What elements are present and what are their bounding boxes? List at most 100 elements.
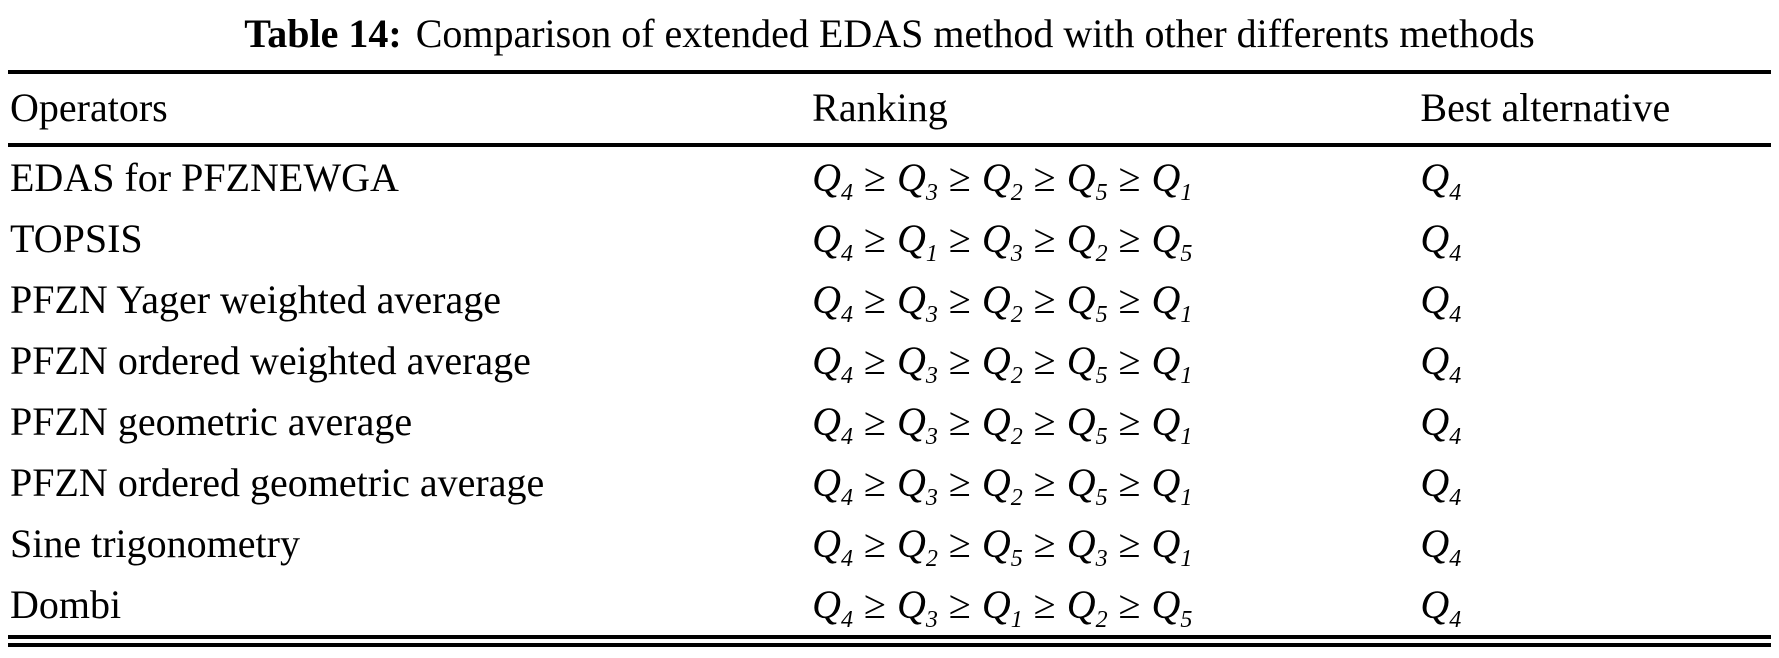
alternative-symbol: Q3 xyxy=(897,155,938,206)
geq-symbol: ≥ xyxy=(864,521,886,566)
ranking-cell: Q4 ≥ Q3 ≥ Q2 ≥ Q5 ≥ Q1 xyxy=(810,269,1418,330)
geq-symbol: ≥ xyxy=(1118,277,1141,322)
table-body: EDAS for PFZNEWGA Q4 ≥ Q3 ≥ Q2 ≥ Q5 ≥ Q1 Q4 TOPSIS Q… xyxy=(8,145,1771,641)
ranking-cell: Q4 ≥ Q2 ≥ Q5 ≥ Q3 ≥ Q1 xyxy=(810,513,1418,574)
alternative-symbol: Q4 xyxy=(1420,460,1462,511)
geq-symbol: ≥ xyxy=(1033,216,1056,261)
alternative-symbol: Q4 xyxy=(1420,277,1462,328)
alternative-symbol: Q4 xyxy=(812,155,854,206)
operator-cell: Sine trigonometry xyxy=(10,521,300,566)
geq-symbol: ≥ xyxy=(948,399,971,444)
operator-cell: TOPSIS xyxy=(10,216,143,261)
alternative-symbol: Q1 xyxy=(1151,521,1193,572)
alternative-symbol: Q4 xyxy=(812,338,854,389)
best-alternative-cell: Q4 xyxy=(1418,330,1771,391)
alternative-symbol: Q5 xyxy=(1066,155,1108,206)
alternative-symbol: Q4 xyxy=(1420,399,1462,450)
ranking-cell: Q4 ≥ Q3 ≥ Q2 ≥ Q5 ≥ Q1 xyxy=(810,452,1418,513)
alternative-symbol: Q2 xyxy=(1066,216,1108,267)
operator-cell: PFZN ordered weighted average xyxy=(10,338,531,383)
alternative-symbol: Q4 xyxy=(812,277,854,328)
table-row: PFZN ordered geometric average Q4 ≥ Q3 ≥ Q2 ≥ Q… xyxy=(8,452,1771,513)
alternative-symbol: Q4 xyxy=(812,399,854,450)
best-alternative-cell: Q4 xyxy=(1418,145,1771,208)
ranking-cell: Q4 ≥ Q3 ≥ Q1 ≥ Q2 ≥ Q5 xyxy=(810,574,1418,641)
geq-symbol: ≥ xyxy=(948,582,971,627)
alternative-symbol: Q5 xyxy=(1066,460,1108,511)
best-alternative-cell: Q4 xyxy=(1418,452,1771,513)
alternative-symbol: Q4 xyxy=(1420,582,1462,633)
operator-cell: Dombi xyxy=(10,582,122,627)
alternative-symbol: Q4 xyxy=(1420,338,1462,389)
header-best-alternative: Best alternative xyxy=(1418,72,1771,147)
geq-symbol: ≥ xyxy=(864,460,886,505)
operator-cell: PFZN Yager weighted average xyxy=(10,277,501,322)
table-row: EDAS for PFZNEWGA Q4 ≥ Q3 ≥ Q2 ≥ Q5 ≥ Q1 Q4 xyxy=(8,145,1771,208)
operator-cell: PFZN ordered geometric average xyxy=(10,460,545,505)
best-alternative-cell: Q4 xyxy=(1418,513,1771,574)
alternative-symbol: Q3 xyxy=(897,338,938,389)
alternative-symbol: Q5 xyxy=(1066,338,1108,389)
ranking-cell: Q4 ≥ Q1 ≥ Q3 ≥ Q2 ≥ Q5 xyxy=(810,208,1418,269)
geq-symbol: ≥ xyxy=(1118,338,1141,383)
geq-symbol: ≥ xyxy=(864,216,886,261)
table-row: PFZN Yager weighted average Q4 ≥ Q3 ≥ Q2 ≥ Q5 ≥ Q… xyxy=(8,269,1771,330)
best-alternative-cell: Q4 xyxy=(1418,269,1771,330)
table-row: TOPSIS Q4 ≥ Q1 ≥ Q3 ≥ Q2 ≥ Q5 Q4 xyxy=(8,208,1771,269)
alternative-symbol: Q4 xyxy=(1420,155,1462,206)
table-row: Dombi Q4 ≥ Q3 ≥ Q1 ≥ Q2 ≥ Q5 Q4 xyxy=(8,574,1771,641)
alternative-symbol: Q4 xyxy=(812,521,854,572)
geq-symbol: ≥ xyxy=(1033,277,1056,322)
alternative-symbol: Q2 xyxy=(897,521,938,572)
alternative-symbol: Q1 xyxy=(1151,399,1193,450)
alternative-symbol: Q5 xyxy=(1066,399,1108,450)
alternative-symbol: Q4 xyxy=(812,582,854,633)
alternative-symbol: Q3 xyxy=(897,277,938,328)
geq-symbol: ≥ xyxy=(948,277,971,322)
alternative-symbol: Q4 xyxy=(812,216,854,267)
alternative-symbol: Q1 xyxy=(897,216,938,267)
alternative-symbol: Q1 xyxy=(1151,460,1193,511)
alternative-symbol: Q5 xyxy=(1151,216,1193,267)
alternative-symbol: Q3 xyxy=(897,460,938,511)
geq-symbol: ≥ xyxy=(948,521,971,566)
alternative-symbol: Q4 xyxy=(812,460,854,511)
best-alternative-cell: Q4 xyxy=(1418,208,1771,269)
alternative-symbol: Q2 xyxy=(981,338,1023,389)
operator-cell: PFZN geometric average xyxy=(10,399,413,444)
header-operators: Operators xyxy=(8,72,811,147)
table-row: PFZN geometric average Q4 ≥ Q3 ≥ Q2 ≥ Q5 ≥ Q1 Q4 xyxy=(8,391,1771,452)
alternative-symbol: Q3 xyxy=(897,399,938,450)
table-caption: Table 14: Comparison of extended EDAS met… xyxy=(8,10,1771,58)
geq-symbol: ≥ xyxy=(1118,521,1141,566)
geq-symbol: ≥ xyxy=(1033,521,1056,566)
geq-symbol: ≥ xyxy=(1033,460,1056,505)
alternative-symbol: Q1 xyxy=(1151,338,1193,389)
geq-symbol: ≥ xyxy=(948,155,971,200)
geq-symbol: ≥ xyxy=(1118,582,1141,627)
ranking-cell: Q4 ≥ Q3 ≥ Q2 ≥ Q5 ≥ Q1 xyxy=(810,145,1418,208)
geq-symbol: ≥ xyxy=(864,155,886,200)
caption-label: Table 14: xyxy=(244,11,402,56)
alternative-symbol: Q5 xyxy=(1151,582,1193,633)
alternative-symbol: Q4 xyxy=(1420,521,1462,572)
geq-symbol: ≥ xyxy=(948,216,971,261)
alternative-symbol: Q2 xyxy=(981,277,1023,328)
alternative-symbol: Q1 xyxy=(1151,277,1193,328)
operator-cell: EDAS for PFZNEWGA xyxy=(10,155,399,200)
geq-symbol: ≥ xyxy=(1118,399,1141,444)
geq-symbol: ≥ xyxy=(1033,155,1056,200)
geq-symbol: ≥ xyxy=(1033,399,1056,444)
geq-symbol: ≥ xyxy=(864,582,886,627)
geq-symbol: ≥ xyxy=(1033,582,1056,627)
alternative-symbol: Q5 xyxy=(1066,277,1108,328)
alternative-symbol: Q2 xyxy=(1066,582,1108,633)
geq-symbol: ≥ xyxy=(1118,155,1141,200)
geq-symbol: ≥ xyxy=(1118,460,1141,505)
alternative-symbol: Q2 xyxy=(981,399,1023,450)
geq-symbol: ≥ xyxy=(864,338,886,383)
geq-symbol: ≥ xyxy=(864,399,886,444)
best-alternative-cell: Q4 xyxy=(1418,574,1771,641)
table-row: PFZN ordered weighted average Q4 ≥ Q3 ≥ Q2 ≥ Q5… xyxy=(8,330,1771,391)
